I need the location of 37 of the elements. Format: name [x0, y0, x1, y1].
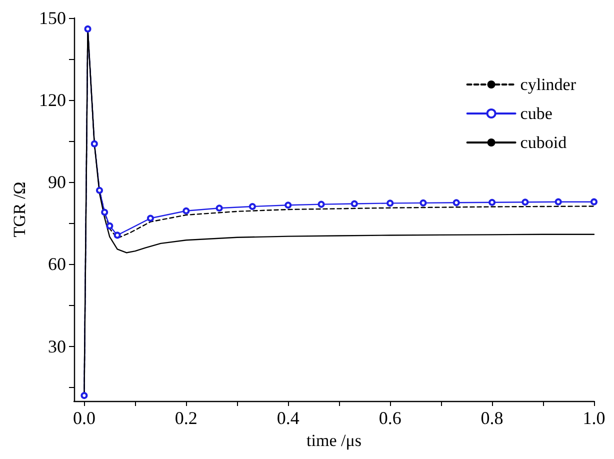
point [182, 207, 190, 214]
point [80, 392, 88, 400]
y-axis-title: TGR /Ω [10, 182, 30, 238]
legend-label: cylinder [520, 75, 576, 94]
point [284, 202, 292, 209]
point [488, 198, 496, 206]
point [216, 204, 223, 212]
point [84, 25, 92, 32]
point [554, 198, 562, 206]
legend-label: cuboid [520, 133, 568, 152]
point [248, 202, 256, 210]
x-tick-label: 1.0 [582, 408, 606, 428]
y-tick-label: 60 [48, 254, 66, 274]
point [146, 214, 154, 222]
point [318, 200, 325, 208]
x-tick-label: 0.8 [480, 408, 504, 428]
point [90, 140, 98, 148]
point [522, 198, 529, 206]
x-tick-label: 0.2 [174, 408, 198, 428]
y-tick-label: 150 [39, 8, 66, 28]
x-tick-label: 0.4 [276, 408, 300, 428]
x-axis-title: time /μs [306, 430, 362, 450]
legend-label: cube [520, 104, 552, 123]
point [96, 186, 103, 194]
point [106, 222, 114, 230]
x-tick-label: 0.6 [378, 408, 402, 428]
point [420, 199, 427, 206]
x-tick-label: 0.0 [72, 408, 96, 428]
y-tick-label: 120 [39, 90, 66, 110]
point [386, 200, 394, 207]
point [350, 200, 358, 208]
point [101, 208, 108, 216]
y-tick-label: 30 [48, 336, 66, 356]
point [452, 199, 460, 206]
point [590, 198, 598, 206]
point [114, 232, 121, 239]
y-tick-label: 90 [48, 172, 66, 192]
